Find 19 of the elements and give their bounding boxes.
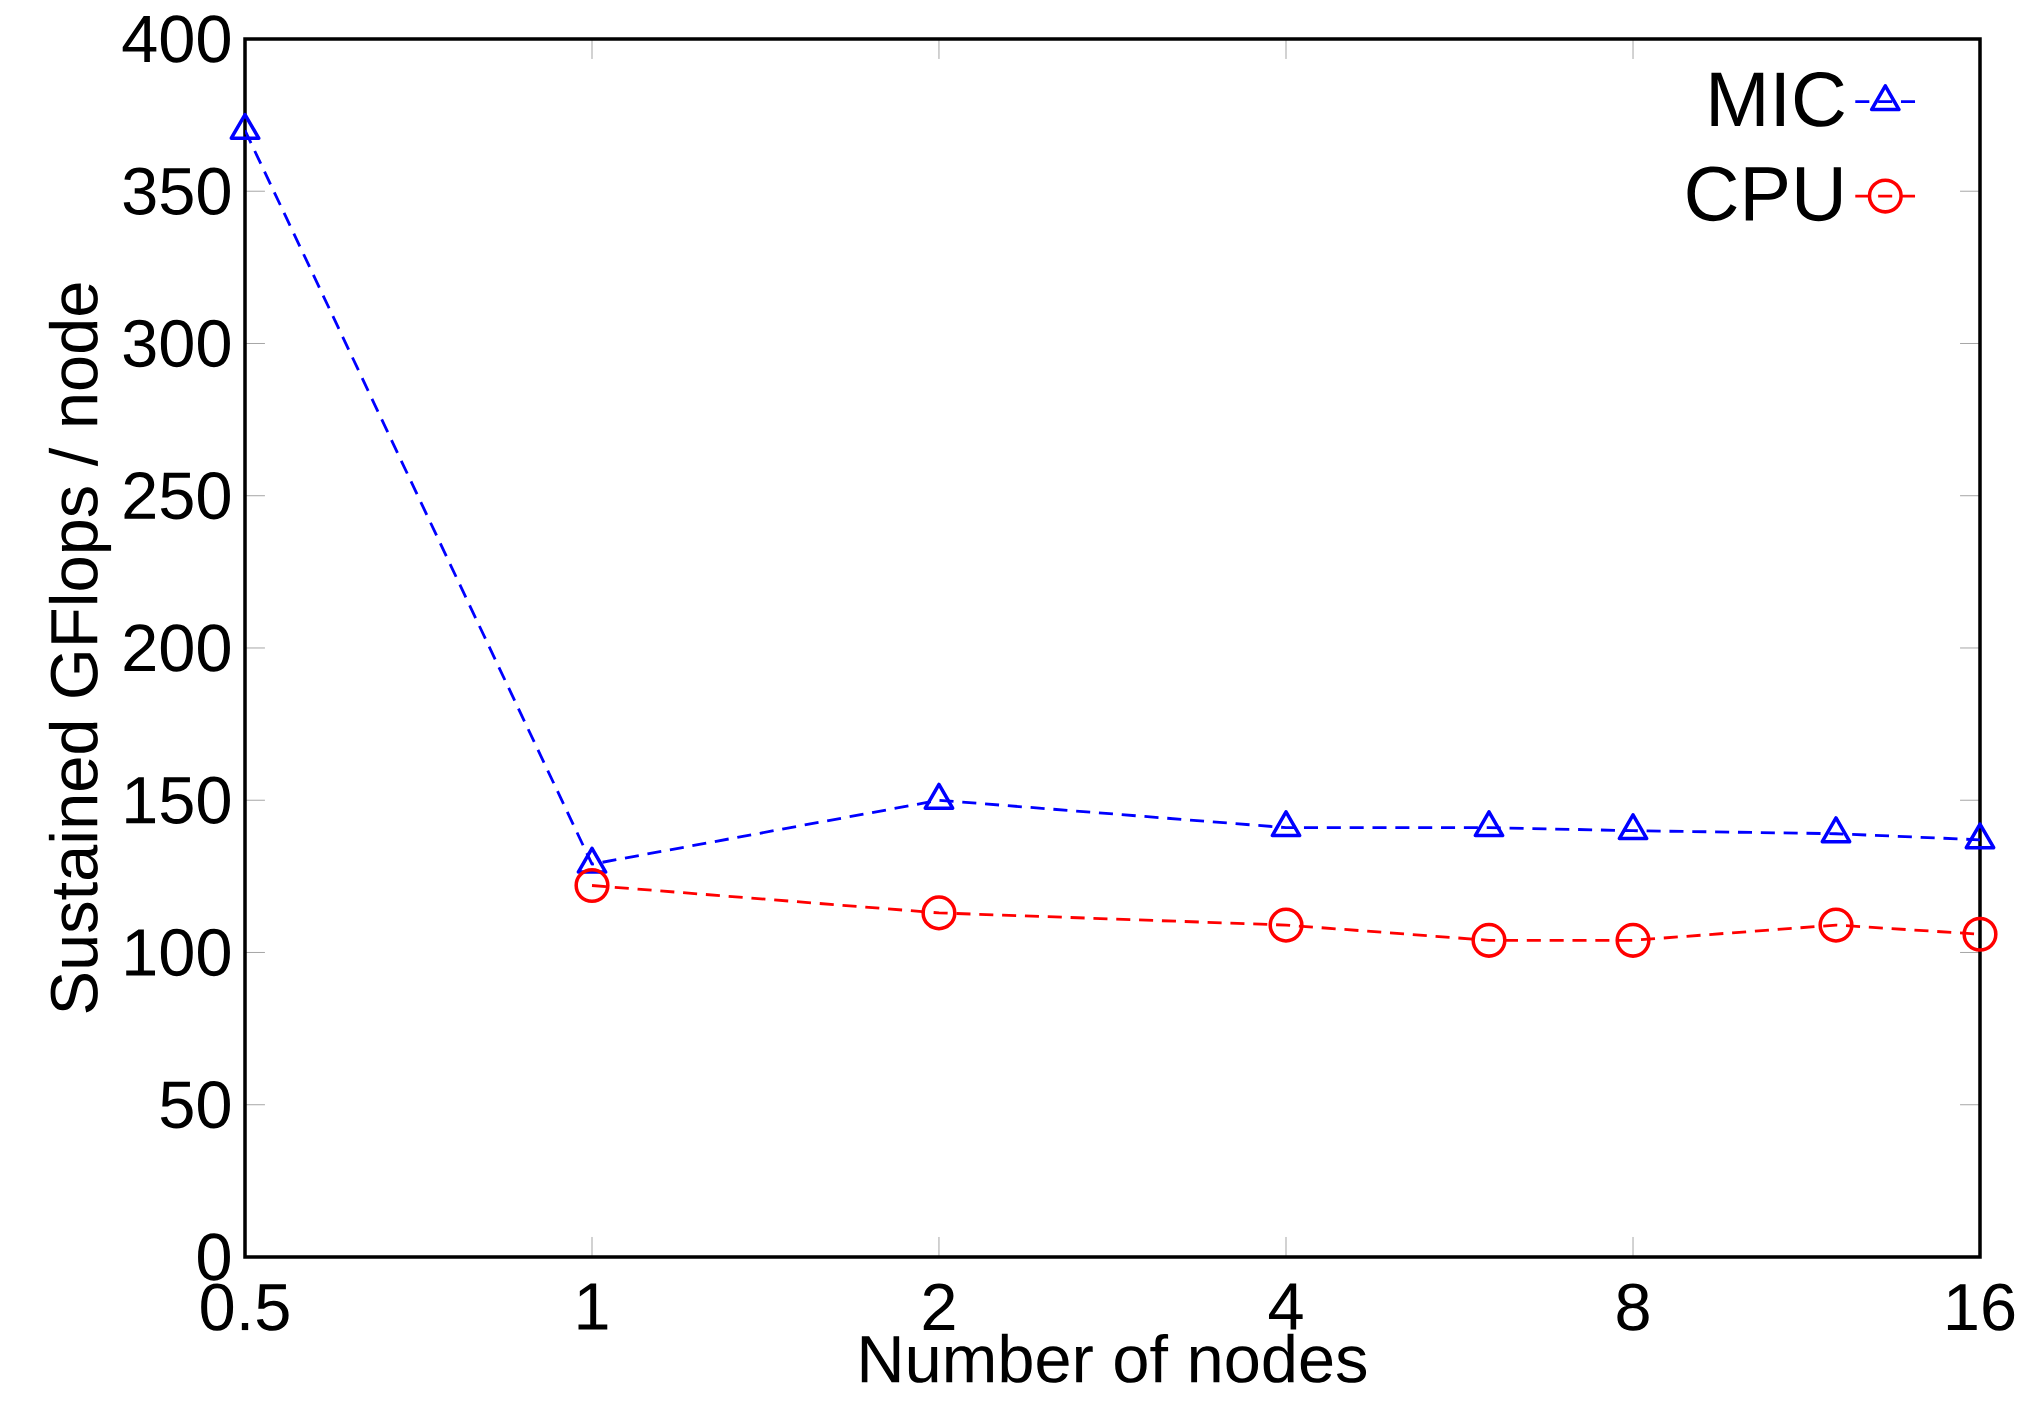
x-axis-title: Number of nodes bbox=[861, 1333, 1367, 1383]
legend-label: MIC bbox=[1711, 71, 1844, 127]
y-tick-label: 300 bbox=[123, 319, 230, 368]
y-tick-label: 150 bbox=[126, 776, 230, 824]
y-tick-label: 400 bbox=[122, 15, 230, 63]
y-tick-label: 0 bbox=[198, 1233, 230, 1281]
y-tick-label: 200 bbox=[124, 624, 230, 672]
x-tick-label: 4 bbox=[1268, 1283, 1303, 1330]
y-tick-label: 50 bbox=[160, 1081, 230, 1129]
x-tick-label: 8 bbox=[1617, 1283, 1649, 1331]
y-tick-label: 350 bbox=[123, 167, 230, 215]
y-tick-label: 250 bbox=[124, 472, 230, 520]
y-tick-label: 100 bbox=[126, 928, 230, 977]
x-tick-label: 16 bbox=[1947, 1283, 2015, 1331]
x-tick-label: 0.5 bbox=[201, 1283, 289, 1331]
legend-label: CPU bbox=[1687, 166, 1841, 222]
x-tick-label: 2 bbox=[923, 1283, 955, 1331]
y-axis-title: Sustained GFlops / node bbox=[48, 283, 112, 1013]
x-tick-label: 1 bbox=[578, 1283, 608, 1330]
